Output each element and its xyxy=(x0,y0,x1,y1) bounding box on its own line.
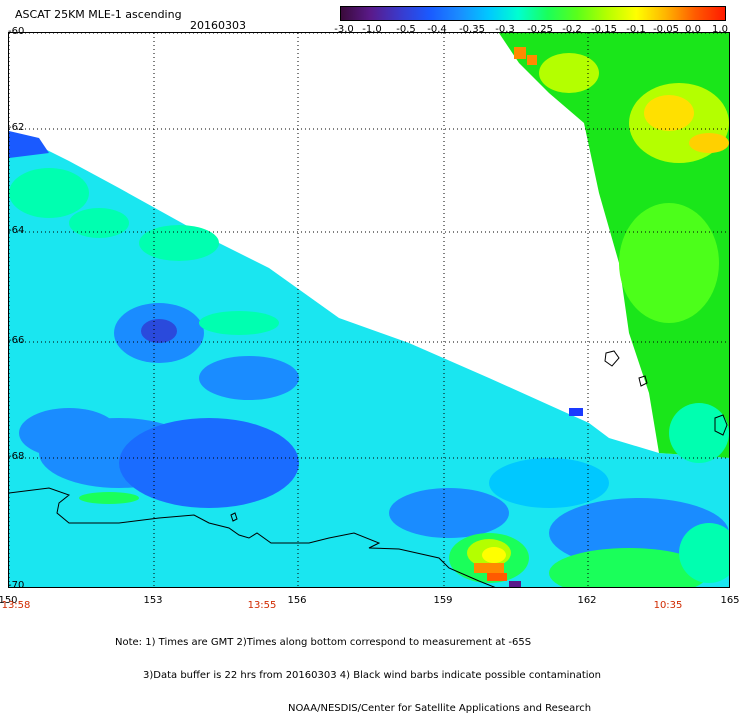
swath-patch xyxy=(69,208,129,238)
swath-patch xyxy=(9,168,89,218)
swath-patch xyxy=(389,488,509,538)
swath-patch xyxy=(569,408,583,416)
time-label: 13:58 xyxy=(1,600,31,611)
island-outlines xyxy=(230,350,728,522)
note-line: Note: 1) Times are GMT 2)Times along bot… xyxy=(115,637,532,648)
map-date: 20160303 xyxy=(190,19,246,32)
swath-patch xyxy=(487,573,507,581)
wind-field-swaths xyxy=(9,33,729,587)
antarctic-coastline xyxy=(9,487,496,587)
swath-patch xyxy=(689,133,729,153)
swath-patch xyxy=(514,47,526,59)
colorbar-label: -3.0 xyxy=(334,24,354,35)
colorbar-label: -0.2 xyxy=(562,24,582,35)
map-title: ASCAT 25KM MLE-1 ascending xyxy=(15,8,182,21)
colorbar-label: -0.1 xyxy=(626,24,646,35)
colorbar-label: 0.0 xyxy=(685,24,701,35)
swath-patch xyxy=(119,418,299,508)
swath-patch xyxy=(539,53,599,93)
swath-patch xyxy=(9,131,49,158)
notes-block: Note: 1) Times are GMT 2)Times along bot… xyxy=(115,615,601,725)
swath-patch xyxy=(679,523,729,583)
colorbar-label: 1.0 xyxy=(712,24,728,35)
colorbar-label: -0.25 xyxy=(527,24,553,35)
swath-patch xyxy=(549,548,709,587)
swath-patch xyxy=(509,581,521,587)
map-canvas[interactable] xyxy=(9,33,730,588)
colorbar-label: -0.3 xyxy=(495,24,515,35)
swath-patch xyxy=(527,55,537,65)
swath-patch xyxy=(644,95,694,131)
swath-patch xyxy=(482,547,506,563)
lat-label: -60 xyxy=(8,26,25,37)
time-label: 13:55 xyxy=(247,600,277,611)
colorbar-label: -0.15 xyxy=(591,24,617,35)
lat-label: -62 xyxy=(8,122,25,133)
lat-label: -66 xyxy=(8,335,25,346)
swath-patch xyxy=(669,403,729,463)
lon-label: 159 xyxy=(433,595,453,606)
lon-label: 156 xyxy=(287,595,307,606)
lat-label: -64 xyxy=(8,225,25,236)
note-line: NOAA/NESDIS/Center for Satellite Applica… xyxy=(288,703,592,714)
lat-label: -70 xyxy=(8,580,25,591)
colorbar-label: -0.5 xyxy=(396,24,416,35)
time-label: 10:35 xyxy=(653,600,683,611)
swath-patch xyxy=(19,408,119,458)
swath-patch xyxy=(199,356,299,400)
swath-patch xyxy=(139,225,219,261)
swath-patch xyxy=(489,458,609,508)
swath-patch xyxy=(199,311,279,335)
colorbar xyxy=(340,6,726,21)
lat-label: -68 xyxy=(8,451,25,462)
swath-patch xyxy=(619,203,719,323)
swath-patch xyxy=(474,563,504,573)
colorbar-label: -1.0 xyxy=(362,24,382,35)
lon-label: 162 xyxy=(577,595,597,606)
colorbar-label: -0.35 xyxy=(459,24,485,35)
colorbar-label: -0.05 xyxy=(653,24,679,35)
lon-label: 150 xyxy=(0,595,18,606)
swath-patch xyxy=(79,492,139,504)
colorbar-label: -0.4 xyxy=(427,24,447,35)
note-line: 3)Data buffer is 22 hrs from 20160303 4)… xyxy=(143,670,601,681)
swath-patch xyxy=(141,319,177,343)
lon-label: 153 xyxy=(143,595,163,606)
lon-label: 165 xyxy=(720,595,740,606)
map-panel[interactable] xyxy=(8,32,730,588)
colorbar-labels: -3.0 -1.0 -0.5 -0.4 -0.35 -0.3 -0.25 -0.… xyxy=(334,24,728,36)
lat-lon-grid xyxy=(9,33,729,587)
